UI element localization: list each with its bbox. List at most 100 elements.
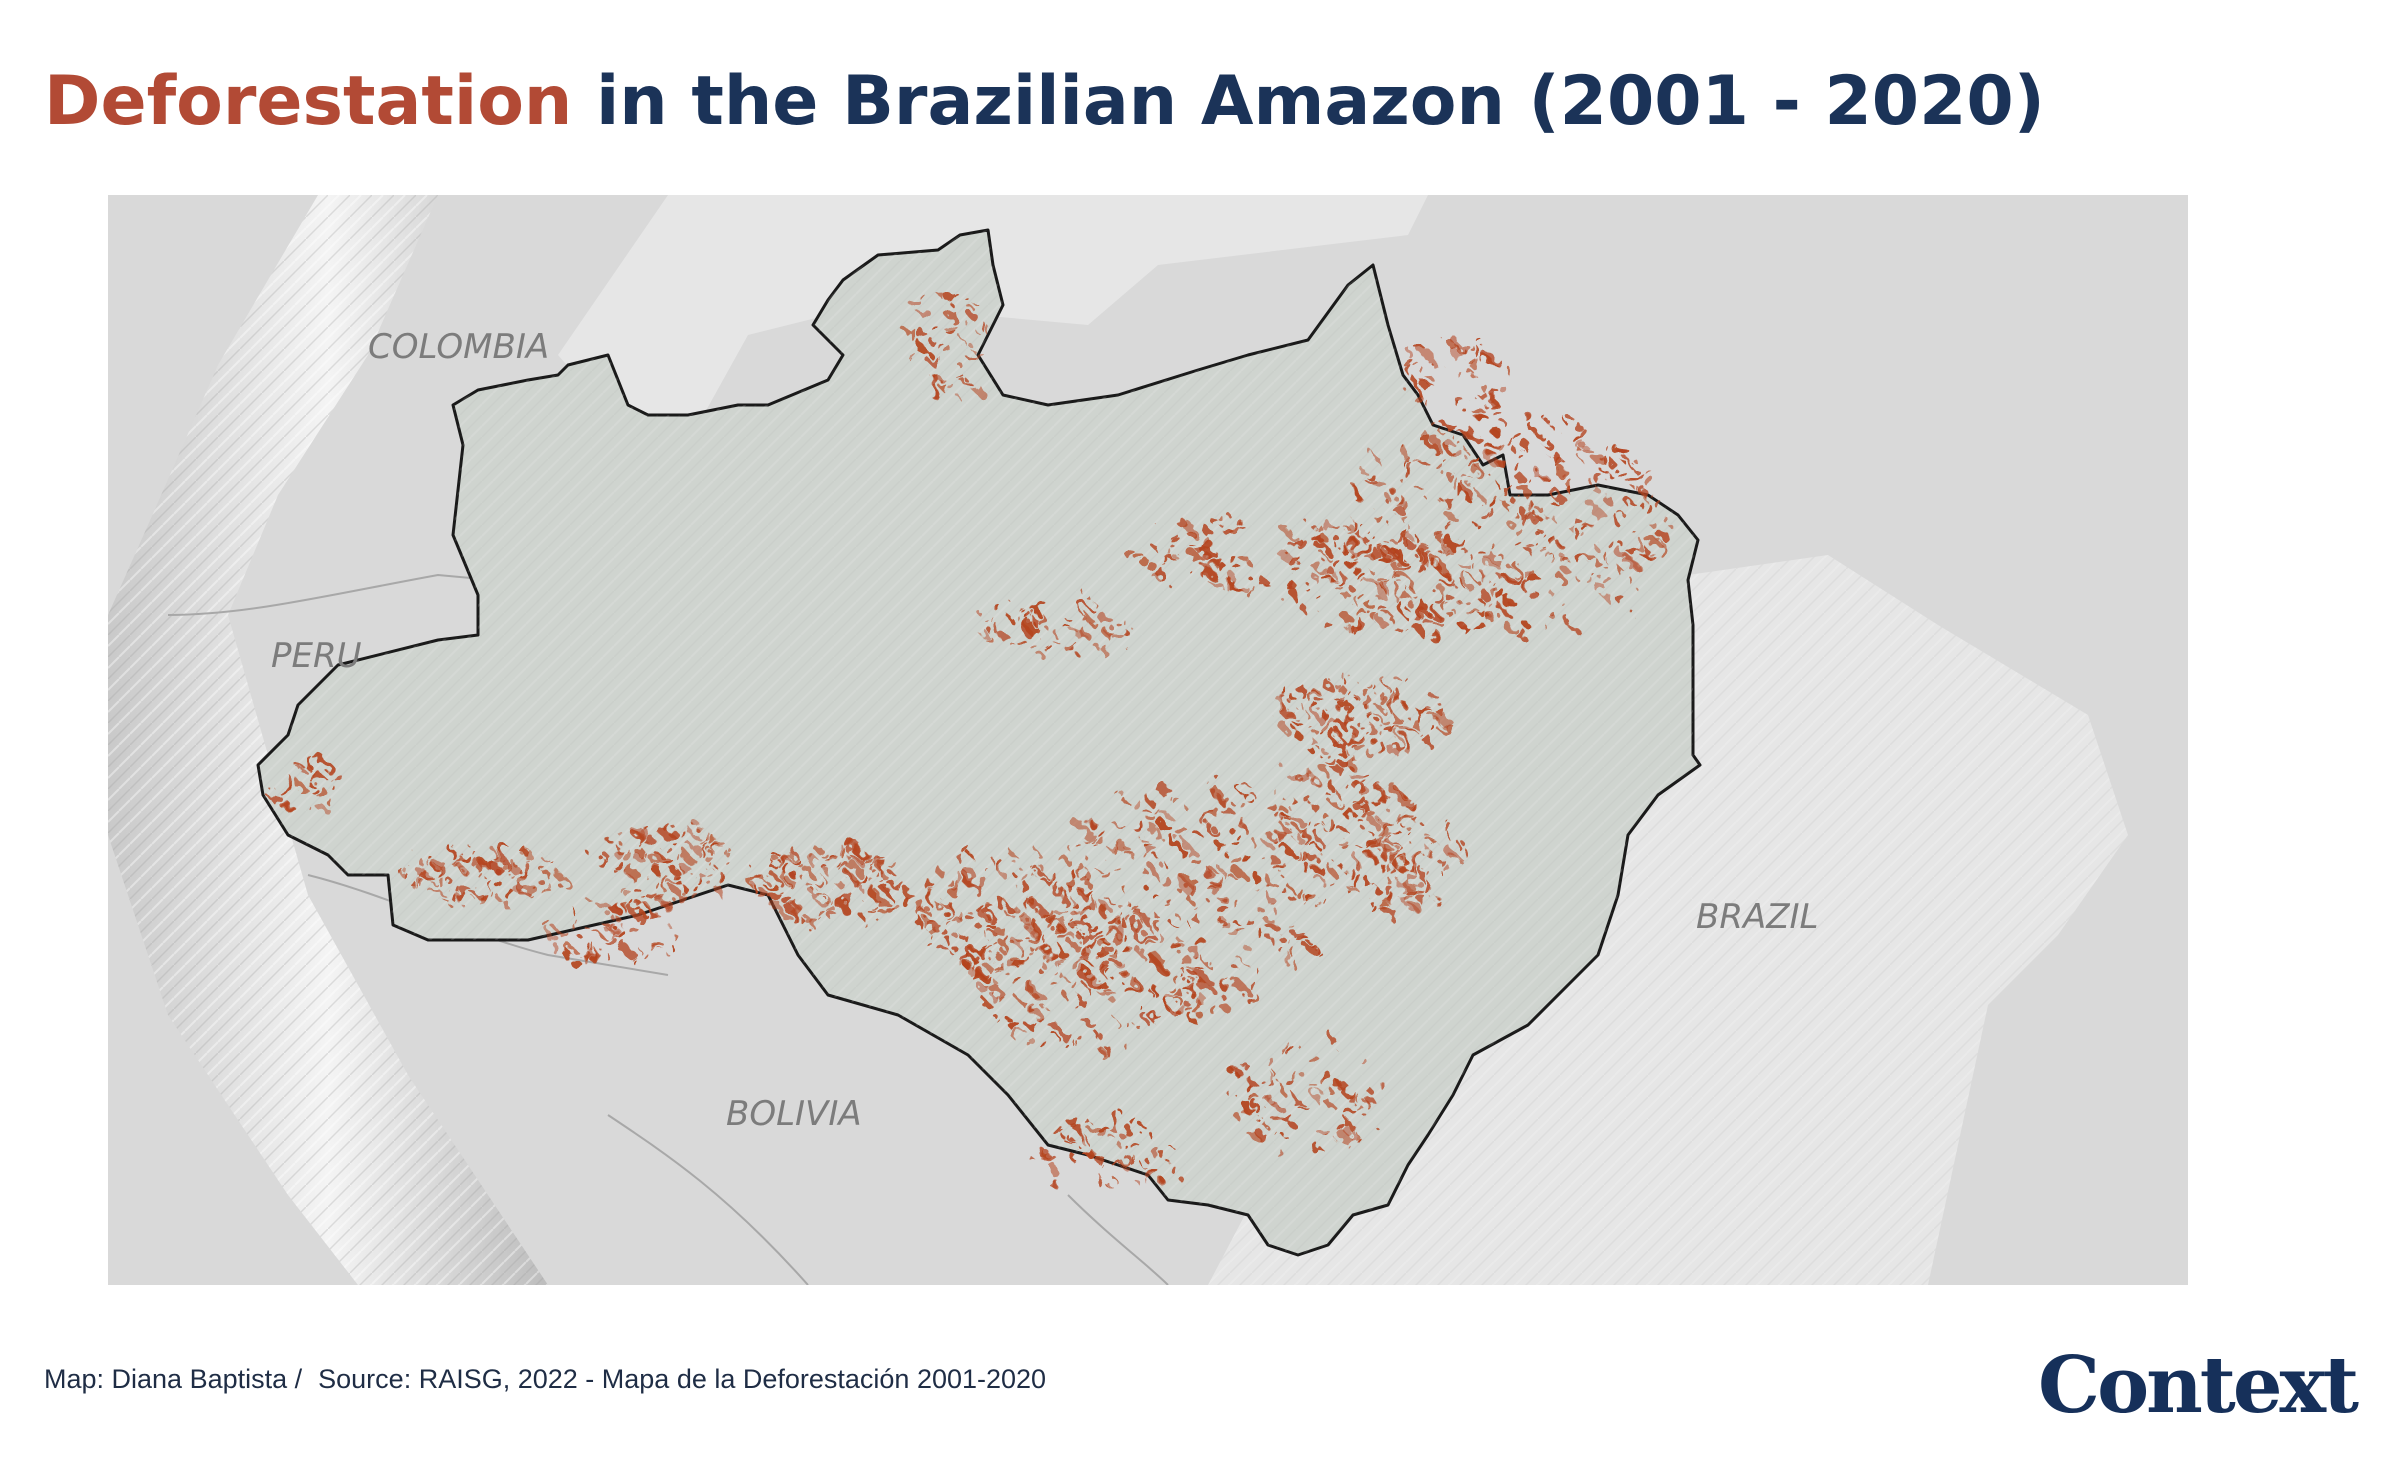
deforestation-patch [948, 878, 959, 890]
deforestation-patch [1033, 1013, 1040, 1019]
deforestation-patch [1610, 463, 1620, 472]
deforestation-patch [948, 903, 955, 909]
deforestation-patch [1322, 521, 1333, 532]
deforestation-patch [1405, 678, 1410, 683]
deforestation-patch [672, 841, 677, 846]
deforestation-patch [638, 843, 643, 848]
deforestation-patch [1165, 898, 1171, 904]
deforestation-patch [1461, 406, 1467, 413]
deforestation-patch [1284, 864, 1288, 868]
deforestation-patch [1463, 455, 1474, 465]
deforestation-patch [1165, 553, 1173, 561]
deforestation-patch [1385, 541, 1390, 545]
deforestation-patch [1345, 545, 1349, 548]
deforestation-patch [1101, 966, 1113, 978]
deforestation-patch [1006, 1017, 1012, 1022]
deforestation-patch [1475, 523, 1480, 528]
deforestation-patch [1584, 475, 1590, 481]
deforestation-patch [1426, 606, 1438, 617]
deforestation-patch [1459, 443, 1462, 447]
deforestation-patch [1214, 841, 1225, 851]
deforestation-patch [759, 890, 770, 901]
deforestation-patch [1226, 1091, 1231, 1096]
deforestation-patch [634, 913, 643, 922]
deforestation-patch [1170, 921, 1174, 926]
deforestation-patch [1631, 581, 1637, 587]
deforestation-patch [1077, 824, 1089, 835]
deforestation-patch [1395, 473, 1399, 478]
deforestation-patch [1051, 1180, 1060, 1189]
deforestation-patch [544, 929, 555, 940]
deforestation-patch [1332, 885, 1338, 891]
deforestation-patch [1466, 604, 1476, 614]
deforestation-patch [983, 1002, 992, 1010]
deforestation-patch [1323, 553, 1327, 558]
deforestation-patch [1310, 944, 1315, 949]
deforestation-patch [830, 913, 840, 923]
deforestation-patch [1399, 696, 1410, 707]
deforestation-patch [1286, 1117, 1298, 1128]
deforestation-patch [1507, 439, 1517, 449]
deforestation-patch [996, 607, 1002, 614]
deforestation-patch [523, 850, 534, 860]
deforestation-patch [604, 858, 609, 862]
deforestation-patch [1090, 1125, 1102, 1136]
deforestation-patch [1408, 738, 1413, 743]
deforestation-patch [1419, 488, 1425, 495]
deforestation-patch [676, 892, 686, 903]
deforestation-patch [1379, 900, 1388, 909]
deforestation-patch [673, 885, 681, 893]
deforestation-patch [1407, 368, 1418, 378]
deforestation-patch [1369, 588, 1374, 592]
deforestation-patch [781, 855, 790, 865]
deforestation-patch [1601, 555, 1606, 560]
deforestation-patch [1340, 590, 1348, 597]
deforestation-patch [1488, 603, 1495, 609]
deforestation-patch [698, 849, 705, 856]
deforestation-patch [920, 295, 927, 302]
deforestation-patch [1022, 915, 1031, 925]
deforestation-patch [1394, 676, 1401, 682]
deforestation-patch [1439, 871, 1443, 875]
deforestation-patch [1591, 484, 1598, 491]
deforestation-patch [682, 866, 692, 875]
deforestation-patch [1472, 565, 1478, 571]
deforestation-patch [1479, 340, 1485, 347]
deforestation-patch [1339, 839, 1349, 849]
deforestation-patch [1388, 713, 1397, 722]
deforestation-patch [1348, 891, 1353, 895]
deforestation-patch [1531, 573, 1539, 580]
deforestation-patch [1450, 599, 1459, 607]
deforestation-patch [1488, 456, 1499, 467]
deforestation-patch [769, 861, 776, 869]
deforestation-patch [623, 846, 627, 850]
deforestation-patch [547, 858, 551, 862]
deforestation-patch [316, 802, 326, 812]
deforestation-patch [1228, 853, 1240, 864]
deforestation-patch [1043, 868, 1052, 877]
deforestation-patch [1515, 451, 1521, 457]
deforestation-patch [786, 881, 791, 886]
deforestation-patch [1449, 348, 1460, 359]
deforestation-patch [1350, 879, 1355, 885]
deforestation-patch [1288, 588, 1299, 599]
deforestation-patch [707, 848, 713, 854]
deforestation-patch [1116, 909, 1121, 913]
deforestation-patch [935, 375, 945, 385]
context-logo: Context [2037, 1340, 2359, 1431]
deforestation-patch [477, 898, 483, 904]
deforestation-patch [1486, 443, 1495, 452]
deforestation-patch [1569, 513, 1578, 521]
deforestation-patch [1083, 613, 1089, 619]
deforestation-patch [1358, 846, 1363, 850]
deforestation-patch [930, 921, 940, 931]
deforestation-patch [501, 846, 512, 858]
deforestation-patch [1243, 858, 1250, 865]
deforestation-patch [1356, 623, 1365, 631]
deforestation-patch [1289, 808, 1293, 811]
deforestation-patch [1086, 1020, 1095, 1029]
deforestation-patch [547, 940, 557, 950]
deforestation-patch [1476, 493, 1482, 498]
deforestation-patch [1021, 932, 1025, 936]
deforestation-patch [1362, 1060, 1370, 1067]
